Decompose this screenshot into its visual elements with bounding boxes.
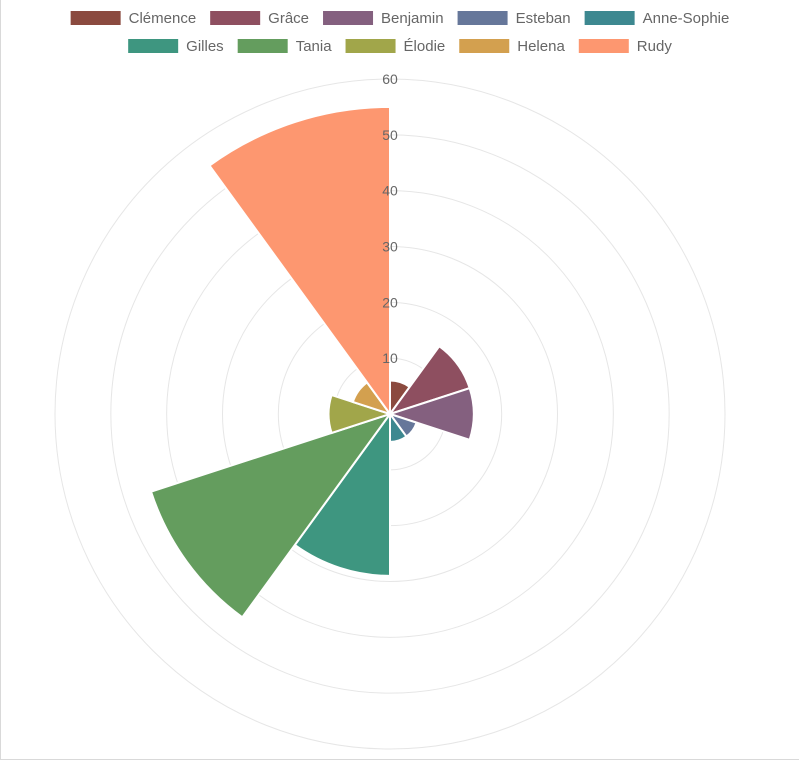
legend-swatch [578,39,629,53]
tick-labels: 10 20 30 40 50 60 [382,71,398,366]
legend-item-helena[interactable]: Helena [459,38,565,55]
slice-tania[interactable] [149,412,393,619]
legend-item-benjamin[interactable]: Benjamin [323,10,444,27]
legend-label: Clémence [129,10,197,27]
legend-swatch [345,39,396,53]
legend-swatch [70,11,121,25]
legend-swatch [459,39,510,53]
legend-swatch [457,11,508,25]
legend-swatch [210,11,261,25]
legend-item-tania[interactable]: Tania [237,38,333,55]
slice-rudy[interactable] [208,105,391,418]
slice-benjamin[interactable] [386,386,475,442]
legend-label: Helena [517,38,565,55]
tick-label-40: 40 [382,183,398,199]
legend-label: Élodie [404,38,446,55]
grid-ring-60 [54,78,726,750]
legend-item-clemence[interactable]: Clémence [70,10,197,27]
legend-label: Grâce [268,10,309,27]
legend-item-anne-sophie[interactable]: Anne-Sophie [584,10,730,27]
legend-label: Rudy [637,38,673,55]
legend-item-esteban[interactable]: Esteban [457,10,571,27]
tick-label-50: 50 [382,127,398,143]
legend-label: Esteban [516,10,571,27]
legend-swatch [128,39,179,53]
slice-elodie[interactable] [327,393,394,435]
legend-item-rudy[interactable]: Rudy [578,38,673,55]
legend-item-elodie[interactable]: Élodie [345,38,446,55]
legend-label: Tania [296,38,333,55]
legend-label: Anne-Sophie [643,10,730,27]
slice-gilles[interactable] [293,410,391,577]
legend-item-gilles[interactable]: Gilles [128,38,224,55]
legend-label: Gilles [186,38,224,55]
tick-label-10: 10 [382,350,398,366]
legend: Clémence Grâce Benjamin Esteban Anne-Sophie G… [70,10,730,55]
legend-swatch [237,39,288,53]
tick-label-60: 60 [382,71,398,87]
tick-label-30: 30 [382,239,398,255]
tick-label-20: 20 [382,294,398,310]
legend-swatch [323,11,374,25]
legend-item-grace[interactable]: Grâce [210,10,309,27]
slices [149,105,475,619]
legend-label: Benjamin [381,10,444,27]
legend-swatch [584,11,635,25]
